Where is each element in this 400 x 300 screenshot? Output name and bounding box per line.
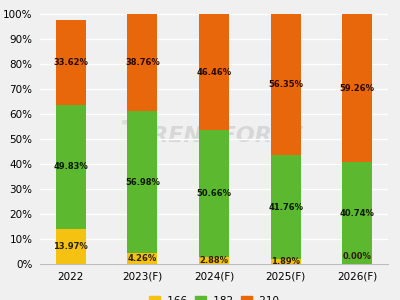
Bar — [56, 104, 86, 229]
Text: 13.97%: 13.97% — [54, 242, 88, 251]
Text: TRENDFORCE: TRENDFORCE — [137, 127, 305, 146]
Text: 2.88%: 2.88% — [200, 256, 228, 265]
Bar — [270, 155, 301, 259]
Bar — [199, 130, 229, 257]
Bar — [342, 162, 372, 264]
Text: 49.83%: 49.83% — [54, 162, 88, 171]
Bar — [342, 14, 372, 162]
Bar — [270, 14, 301, 155]
Bar — [56, 229, 86, 264]
Text: 46.46%: 46.46% — [196, 68, 232, 76]
Text: 0.00%: 0.00% — [343, 252, 372, 261]
Legend:  166,  182,  210: 166, 182, 210 — [145, 292, 283, 300]
Text: 4.26%: 4.26% — [128, 254, 157, 263]
Text: 56.98%: 56.98% — [125, 178, 160, 187]
Text: 59.26%: 59.26% — [340, 84, 375, 93]
Bar — [56, 20, 86, 104]
Bar — [127, 111, 158, 253]
Text: 33.62%: 33.62% — [54, 58, 88, 67]
Bar — [199, 14, 229, 130]
Text: 1.89%: 1.89% — [271, 257, 300, 266]
Text: 40.74%: 40.74% — [340, 208, 374, 217]
Text: 41.76%: 41.76% — [268, 202, 303, 211]
Bar — [199, 257, 229, 264]
Bar — [127, 253, 158, 264]
Text: 56.35%: 56.35% — [268, 80, 303, 89]
Bar — [127, 14, 158, 111]
Text: 38.76%: 38.76% — [125, 58, 160, 67]
Text: 50.66%: 50.66% — [196, 189, 232, 198]
Bar — [270, 259, 301, 264]
Text: T: T — [122, 119, 146, 154]
